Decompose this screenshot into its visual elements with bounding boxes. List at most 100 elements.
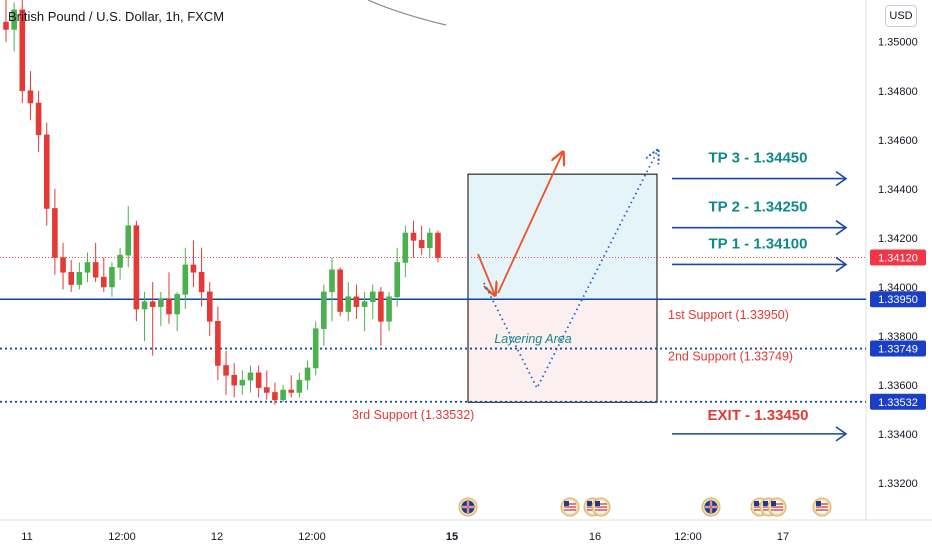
candle[interactable] <box>174 291 180 332</box>
us-flag-icon[interactable] <box>591 497 611 517</box>
candle[interactable] <box>345 282 352 322</box>
tp-label: TP 3 - 1.34450 <box>709 150 808 167</box>
candle-body <box>11 9 17 30</box>
candle[interactable] <box>329 257 335 322</box>
us-flag-icon[interactable] <box>812 497 832 517</box>
candle[interactable] <box>402 225 409 278</box>
candle[interactable] <box>35 90 42 153</box>
candle[interactable] <box>410 220 417 258</box>
candle[interactable] <box>378 286 384 346</box>
candle[interactable] <box>386 291 392 332</box>
candle[interactable] <box>231 363 237 398</box>
layering-zone[interactable] <box>467 173 658 403</box>
support-label: 1st Support (1.33950) <box>668 308 789 322</box>
x-tick-label: 15 <box>446 531 458 543</box>
exit-label: EXIT - 1.33450 <box>708 407 809 424</box>
candle[interactable] <box>125 206 132 268</box>
candle-body <box>43 134 50 209</box>
candle-body <box>92 262 99 278</box>
candle[interactable] <box>337 267 343 317</box>
x-tick-label: 12:00 <box>298 531 326 543</box>
candle[interactable] <box>263 370 270 400</box>
candle[interactable] <box>280 385 286 403</box>
candle[interactable] <box>255 365 262 398</box>
candle[interactable] <box>166 272 172 324</box>
currency-button[interactable]: USD <box>885 5 917 27</box>
candle-body <box>386 296 392 322</box>
candle[interactable] <box>109 262 115 297</box>
zone-lower-box[interactable] <box>467 298 658 403</box>
candle[interactable] <box>68 260 74 292</box>
candle[interactable] <box>149 282 156 356</box>
candle[interactable] <box>3 0 9 42</box>
candle[interactable] <box>158 291 164 327</box>
candle[interactable] <box>247 365 254 393</box>
support-label: 3rd Support (1.33532) <box>352 408 474 422</box>
y-tick-label: 1.33200 <box>878 478 918 490</box>
candle[interactable] <box>312 321 319 376</box>
candle[interactable] <box>288 375 295 398</box>
candle[interactable] <box>353 284 360 319</box>
candle[interactable] <box>304 360 311 390</box>
zone-upper-box[interactable] <box>467 173 658 300</box>
candle-body <box>410 232 417 241</box>
candle[interactable] <box>133 220 140 322</box>
candle[interactable] <box>206 282 213 337</box>
candle[interactable] <box>60 242 66 290</box>
candle[interactable] <box>296 372 303 398</box>
candle-body <box>117 254 123 268</box>
us-flag-icon[interactable] <box>767 497 787 517</box>
candle[interactable] <box>215 306 221 381</box>
candle[interactable] <box>182 247 189 310</box>
candle-body <box>101 276 107 288</box>
price-axis[interactable] <box>866 0 932 550</box>
candle[interactable] <box>19 0 26 104</box>
support-label: 2nd Support (1.33749) <box>668 350 793 364</box>
candle-body <box>280 389 286 401</box>
tp-label: TP 1 - 1.34100 <box>709 235 808 252</box>
candle[interactable] <box>426 228 433 258</box>
uk-flag-icon[interactable] <box>701 497 721 517</box>
candle-body <box>190 264 197 273</box>
candle-body <box>378 291 384 322</box>
chart-title: British Pound / U.S. Dollar, 1h, FXCM <box>8 9 225 24</box>
candle-body <box>296 379 303 393</box>
candle[interactable] <box>190 240 197 287</box>
candle-body <box>174 294 180 315</box>
candles <box>3 0 441 405</box>
candle-body <box>133 225 140 310</box>
candle[interactable] <box>101 257 107 292</box>
candle[interactable] <box>361 291 368 332</box>
x-tick-label: 16 <box>589 531 601 543</box>
annotations: TP 3 - 1.34450 TP 2 - 1.34250 TP 1 - 1.341… <box>352 150 848 442</box>
candle[interactable] <box>27 71 34 121</box>
candle[interactable] <box>223 350 229 395</box>
candle[interactable] <box>84 252 91 283</box>
candle[interactable] <box>435 230 441 263</box>
x-tick-labels: 11 12:00 12 12:00 15 16 12:00 17 <box>21 531 789 543</box>
y-tick-label: 1.35000 <box>878 37 918 49</box>
candle[interactable] <box>394 247 401 307</box>
candle[interactable] <box>198 247 205 307</box>
candle-body <box>418 240 425 249</box>
candle[interactable] <box>117 247 123 280</box>
candle[interactable] <box>76 262 83 290</box>
candle[interactable] <box>141 291 148 341</box>
candle[interactable] <box>43 122 50 226</box>
us-flag-icon[interactable] <box>560 497 580 517</box>
candle[interactable] <box>239 370 246 395</box>
candle-body <box>247 372 254 381</box>
candle[interactable] <box>92 242 99 283</box>
candle[interactable] <box>52 188 58 275</box>
uk-flag-icon[interactable] <box>458 497 478 517</box>
candle[interactable] <box>321 284 327 346</box>
x-tick-label: 17 <box>777 531 789 543</box>
candle[interactable] <box>369 284 376 319</box>
target-arrow <box>672 220 848 236</box>
candle[interactable] <box>418 225 425 256</box>
candle[interactable] <box>272 382 278 405</box>
candle-body <box>166 298 172 315</box>
last-price-tag: 1.34120 <box>870 249 926 266</box>
candle[interactable] <box>11 2 17 52</box>
